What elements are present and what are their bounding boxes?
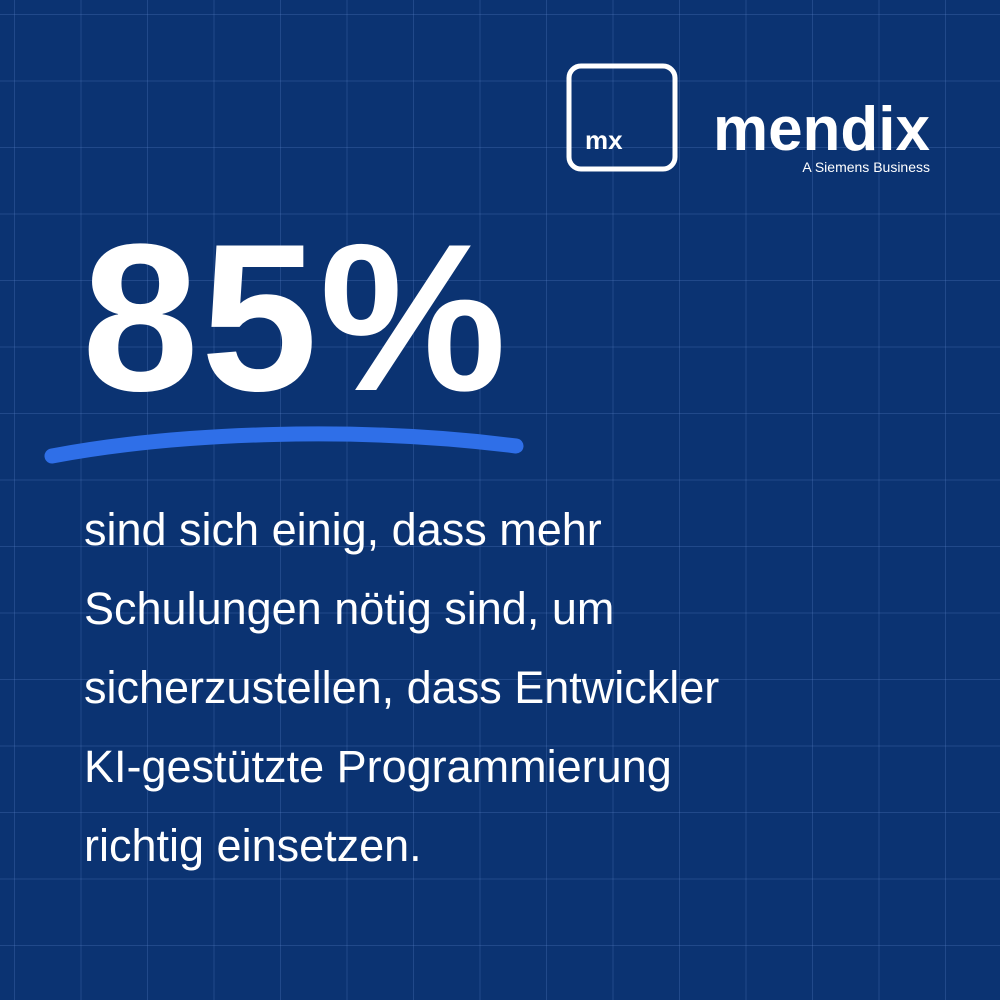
logo-tagline: A Siemens Business [802,159,930,175]
underline [44,426,524,464]
logo-mark: mx [585,125,623,155]
logo-box [566,63,678,172]
stat: 85% [82,200,508,435]
body-line: Schulungen nötig sind, um [84,583,614,634]
body-line: sicherzustellen, dass Entwickler [84,662,719,713]
logo-brand: mendix [713,95,931,164]
body-line: sind sich einig, dass mehr [84,504,602,555]
body-text: sind sich einig, dass mehr Schulungen nöt… [84,504,719,871]
body-line: richtig einsetzen. [84,820,422,871]
body-line: KI-gestützte Programmierung [84,741,672,792]
